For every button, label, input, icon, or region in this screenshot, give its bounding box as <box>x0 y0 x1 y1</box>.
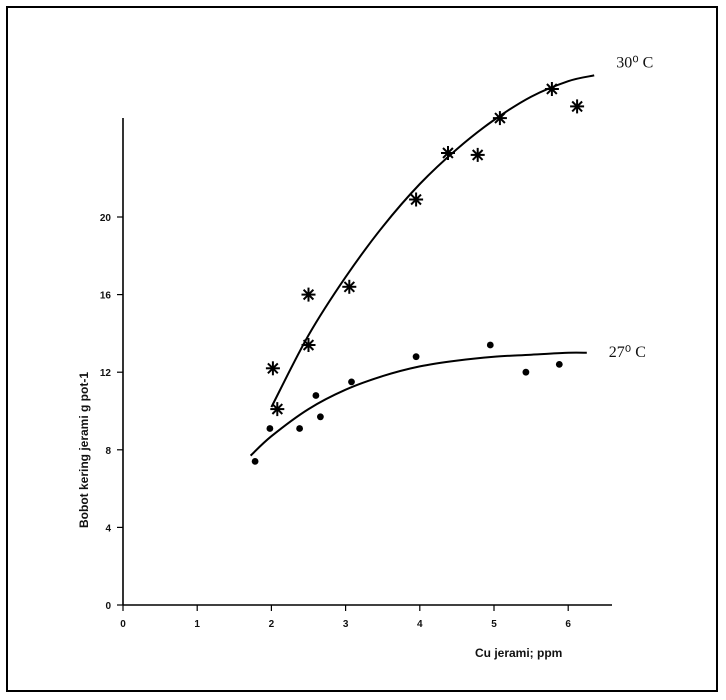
x-axis-title: Cu jerami; ppm <box>475 646 562 660</box>
data-point-dot <box>251 458 259 465</box>
data-point-asterisk <box>270 402 285 417</box>
fit-curves <box>249 74 595 457</box>
x-tick-label: 1 <box>194 619 200 630</box>
x-tick-label: 0 <box>120 619 126 630</box>
data-point-dot <box>522 368 530 376</box>
y-tick-label: 4 <box>105 523 111 534</box>
x-tick-label: 3 <box>343 619 349 630</box>
data-point-asterisk <box>265 361 280 376</box>
series-label-30c: 30⁰ C <box>616 54 653 71</box>
data-point-dot <box>348 378 355 386</box>
data-point-asterisk <box>301 338 316 352</box>
y-tick-label: 0 <box>105 601 111 612</box>
fit-curve-27c <box>249 351 587 457</box>
y-tick-label: 16 <box>100 291 112 302</box>
data-point-asterisk <box>570 99 585 114</box>
x-tick-label: 2 <box>269 619 275 630</box>
labels: Cu jerami; ppm Bobot kering jerami g pot… <box>77 54 653 660</box>
data-point-asterisk <box>409 192 424 207</box>
data-point-asterisk <box>470 147 485 162</box>
data-point-dot <box>412 353 420 361</box>
fit-curve-30c <box>270 74 595 408</box>
y-tick-label: 12 <box>100 368 112 379</box>
data-point-dot <box>317 413 324 421</box>
data-point-dot <box>266 425 274 432</box>
data-point-dot <box>486 341 494 349</box>
x-tick-label: 6 <box>565 619 571 630</box>
data-point-asterisk <box>342 279 357 294</box>
y-tick-label: 20 <box>100 213 112 224</box>
data-point-dot <box>555 361 563 368</box>
data-point-asterisk <box>301 287 316 302</box>
data-point-asterisk <box>544 82 559 96</box>
y-tick-label: 8 <box>105 446 111 457</box>
x-tick-label: 4 <box>417 619 423 630</box>
data-point-asterisk <box>492 111 507 126</box>
series-label-27c: 27⁰ C <box>609 344 646 361</box>
data-points <box>251 82 585 465</box>
data-point-dot <box>312 392 320 399</box>
x-tick-label: 5 <box>491 619 497 630</box>
data-point-asterisk <box>441 146 455 160</box>
data-point-dot <box>296 425 303 432</box>
figure-frame <box>6 6 718 692</box>
y-axis-title: Bobot kering jerami g pot-1 <box>77 372 91 528</box>
